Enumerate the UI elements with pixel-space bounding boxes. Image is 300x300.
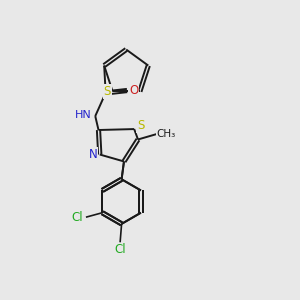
Text: Cl: Cl <box>72 211 83 224</box>
Text: HN: HN <box>74 110 91 120</box>
Text: O: O <box>129 84 138 97</box>
Text: CH₃: CH₃ <box>156 128 176 139</box>
Text: S: S <box>103 85 111 98</box>
Text: S: S <box>137 119 144 132</box>
Text: Cl: Cl <box>114 243 126 256</box>
Text: N: N <box>89 148 98 161</box>
